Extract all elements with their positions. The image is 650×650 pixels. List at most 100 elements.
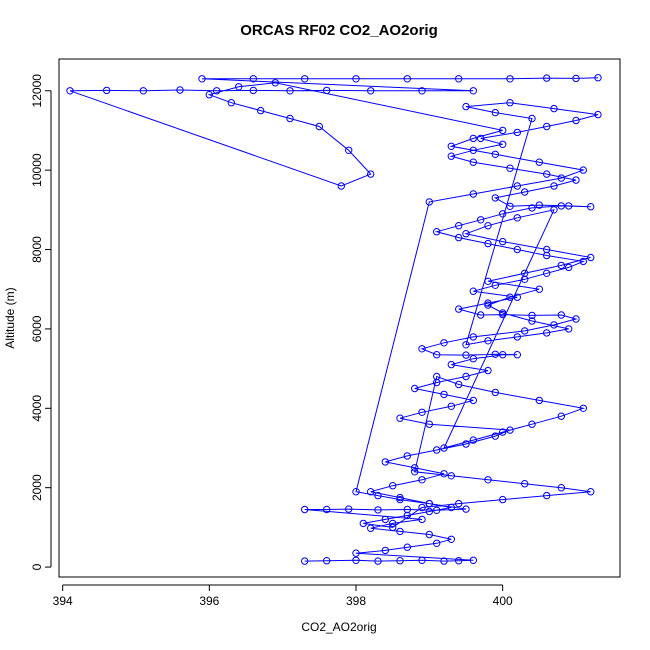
data-point: [315, 122, 323, 131]
data-point: [543, 329, 551, 337]
data-point: [447, 503, 455, 512]
data-point: [499, 140, 507, 149]
data-point: [469, 396, 477, 405]
data-point: [550, 182, 558, 190]
data-point: [513, 351, 521, 359]
data-point: [403, 75, 411, 83]
data-point: [418, 503, 426, 512]
data-point: [352, 549, 360, 557]
data-point: [543, 491, 551, 500]
data-point: [323, 505, 331, 514]
data-point: [491, 281, 499, 289]
data-point: [396, 557, 404, 565]
data-point: [484, 277, 492, 285]
data-point: [447, 360, 455, 369]
data-point: [455, 499, 463, 508]
data-point: [425, 530, 433, 539]
data-point: [433, 506, 441, 514]
data-point: [381, 546, 389, 555]
data-point: [249, 86, 258, 95]
data-point: [469, 556, 477, 564]
data-point: [572, 74, 580, 83]
data-point: [367, 87, 375, 95]
y-axis-label: Altitude (m): [3, 287, 17, 348]
data-point: [557, 311, 565, 319]
data-point: [543, 245, 551, 254]
data-point: [499, 210, 507, 218]
data-point: [323, 557, 331, 565]
data-point: [425, 420, 433, 428]
data-point: [447, 142, 455, 151]
data-point: [535, 396, 543, 405]
data-point: [396, 414, 404, 422]
data-point: [433, 228, 441, 236]
data-point: [499, 495, 507, 504]
data-point: [506, 202, 514, 211]
data-point: [352, 75, 360, 83]
data-point: [374, 491, 382, 500]
data-point: [462, 372, 470, 381]
data-point: [469, 355, 477, 363]
data-point: [227, 99, 236, 107]
data-point: [411, 468, 419, 476]
data-point: [550, 321, 558, 329]
data-point: [579, 404, 587, 412]
data-point: [433, 539, 441, 547]
data-point: [374, 506, 382, 514]
data-point: [440, 470, 448, 478]
y-tick-label: 4000: [30, 395, 44, 422]
data-point: [440, 390, 448, 399]
data-point: [433, 446, 441, 454]
data-point: [367, 488, 375, 496]
data-point: [557, 261, 565, 270]
data-point: [484, 222, 492, 230]
data-point: [543, 269, 551, 277]
data-point: [367, 524, 375, 532]
data-point: [543, 122, 551, 131]
data-point: [535, 158, 543, 166]
data-point: [469, 436, 477, 444]
data-point: [139, 87, 148, 95]
data-point: [521, 327, 529, 335]
data-point: [506, 75, 514, 83]
x-tick-label: 394: [53, 594, 73, 608]
data-point: [271, 79, 279, 87]
data-point: [499, 126, 507, 135]
data-point: [367, 170, 375, 178]
data-point: [440, 339, 448, 347]
data-point: [213, 87, 221, 95]
data-point: [418, 87, 426, 95]
data-point: [484, 239, 492, 248]
data-point: [455, 305, 463, 313]
data-point: [565, 325, 573, 333]
data-point: [374, 557, 382, 565]
data-point: [469, 287, 477, 295]
data-point: [513, 214, 521, 222]
data-point: [235, 83, 243, 91]
data-point: [301, 505, 309, 514]
data-point: [411, 464, 419, 472]
data-point: [301, 557, 309, 565]
data-point: [440, 557, 448, 565]
data-point: [257, 106, 265, 115]
data-point: [572, 176, 580, 184]
data-point: [418, 515, 426, 524]
data-point: [447, 402, 455, 410]
y-tick-label: 8000: [30, 236, 44, 263]
data-point: [403, 452, 411, 460]
y-tick-label: 6000: [30, 315, 44, 342]
data-point: [499, 428, 507, 436]
y-tick-label: 12000: [30, 74, 44, 108]
data-point: [557, 174, 565, 182]
data-point: [462, 341, 470, 349]
data-point: [594, 74, 602, 82]
data-point: [447, 535, 455, 543]
series-points: [66, 74, 602, 565]
data-point: [447, 472, 455, 480]
data-point: [506, 293, 514, 301]
data-point: [440, 444, 448, 452]
data-point: [455, 557, 463, 565]
data-point: [484, 301, 492, 309]
x-axis: 394 396 398 400: [53, 584, 513, 608]
data-point: [469, 190, 477, 198]
